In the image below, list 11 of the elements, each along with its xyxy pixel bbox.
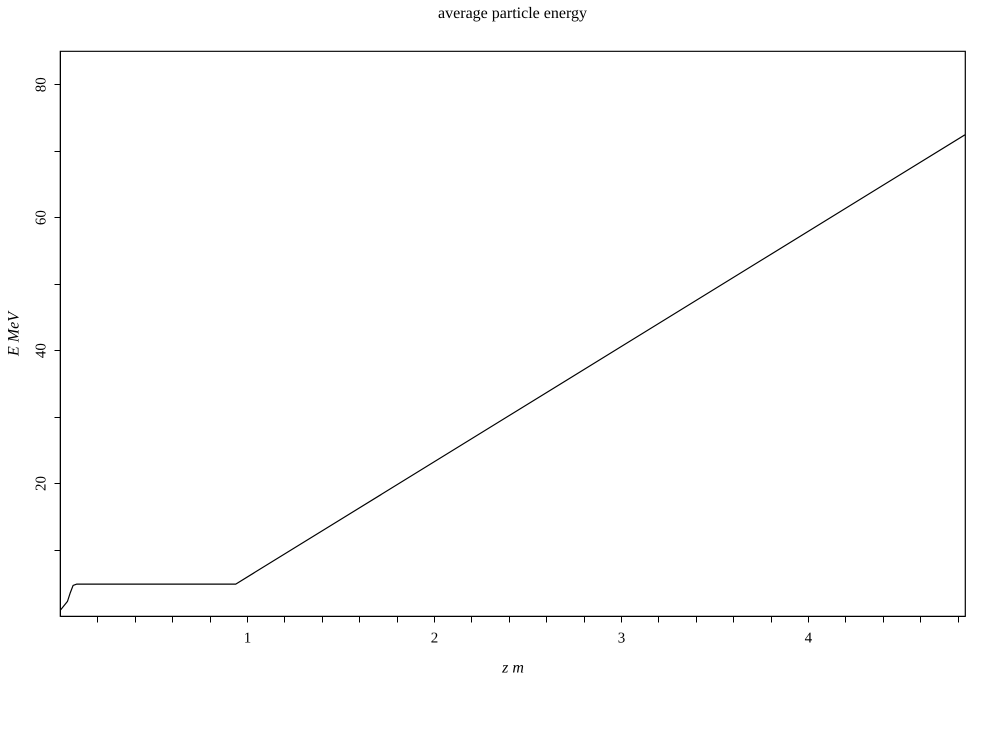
y-tick-label: 60 [34,210,50,226]
x-tick-label: 3 [618,630,626,646]
y-tick-label: 40 [34,343,50,358]
y-axis-title: E MeV [6,310,22,357]
x-axis-title: z m [501,660,524,676]
x-tick-label: 1 [244,630,252,646]
y-tick-label: 20 [34,476,50,492]
x-tick-label: 2 [430,630,438,646]
y-tick-label: 80 [34,77,50,92]
x-tick-label: 4 [804,630,813,646]
chart-title: average particle energy [438,5,587,22]
